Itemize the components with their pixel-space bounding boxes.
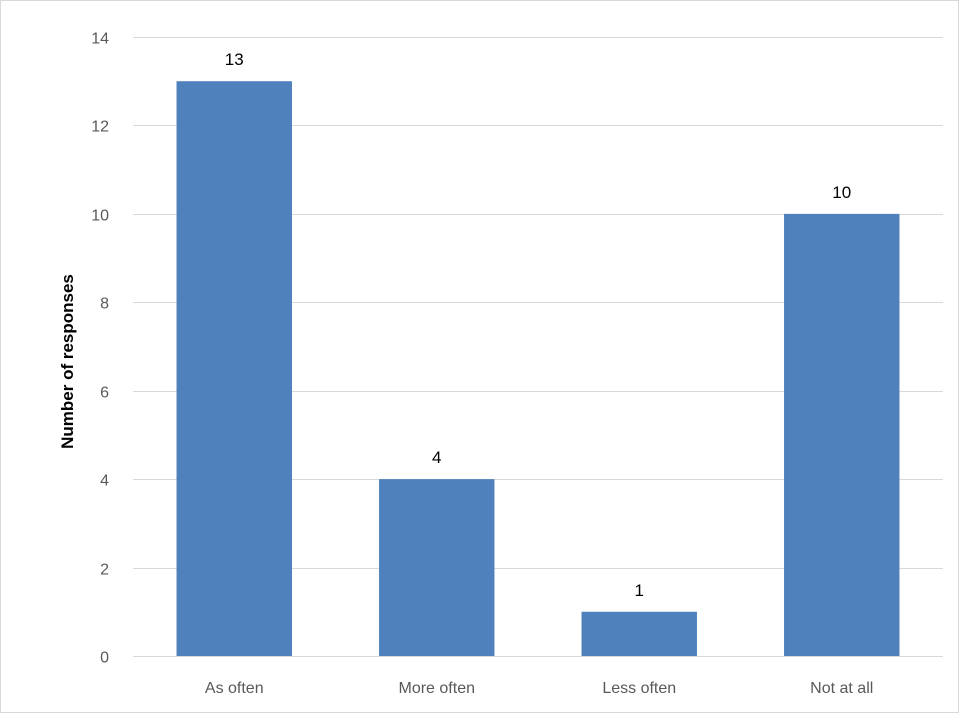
bar	[581, 611, 697, 656]
y-tick-label: 4	[100, 473, 109, 490]
bars	[176, 81, 900, 656]
y-tick-label: 10	[91, 208, 109, 225]
data-label: 1	[635, 581, 644, 600]
data-labels: 13 4 1 10	[225, 50, 851, 600]
x-tick-label: As often	[205, 680, 264, 697]
data-label: 4	[432, 448, 441, 467]
bar	[176, 81, 292, 656]
x-tick-label: Less often	[602, 680, 676, 697]
y-tick-label: 6	[100, 385, 109, 402]
y-tick-label: 14	[91, 31, 109, 48]
x-tick-label: Not at all	[810, 680, 873, 697]
y-tick-label: 2	[100, 562, 109, 579]
x-tick-label: More often	[399, 680, 475, 697]
x-axis-ticks: As often More often Less often Not at all	[205, 680, 873, 697]
data-label: 10	[832, 183, 851, 202]
y-tick-label: 0	[100, 650, 109, 667]
bar	[379, 479, 495, 656]
y-tick-label: 8	[100, 296, 109, 313]
data-label: 13	[225, 50, 244, 69]
y-tick-label: 12	[91, 119, 109, 136]
y-axis-ticks: 0 2 4 6 8 10 12 14	[91, 31, 109, 667]
y-axis-title: Number of responses	[58, 274, 77, 449]
bar	[784, 213, 900, 656]
